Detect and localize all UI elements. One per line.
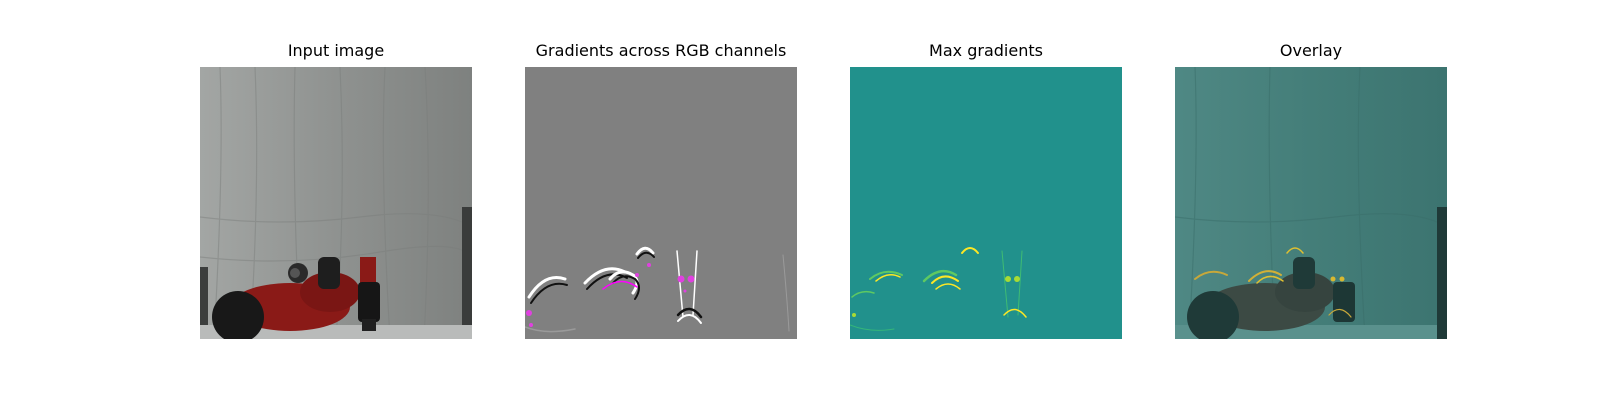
panel-overlay: Overlay xyxy=(1175,0,1447,400)
panel-max-gradients: Max gradients xyxy=(850,0,1122,400)
panel-gradients-rgb: Gradients across RGB channels xyxy=(525,0,797,400)
max-gradients-image xyxy=(850,67,1122,339)
panel-title: Gradients across RGB channels xyxy=(535,41,787,60)
gradients-rgb-image xyxy=(525,67,797,339)
panel-title: Max gradients xyxy=(929,41,1043,60)
panel-input-image: Input image xyxy=(200,0,472,400)
input-image xyxy=(200,67,472,339)
panel-title: Input image xyxy=(287,41,385,60)
overlay-image xyxy=(1175,67,1447,339)
panel-title: Overlay xyxy=(1279,41,1343,60)
